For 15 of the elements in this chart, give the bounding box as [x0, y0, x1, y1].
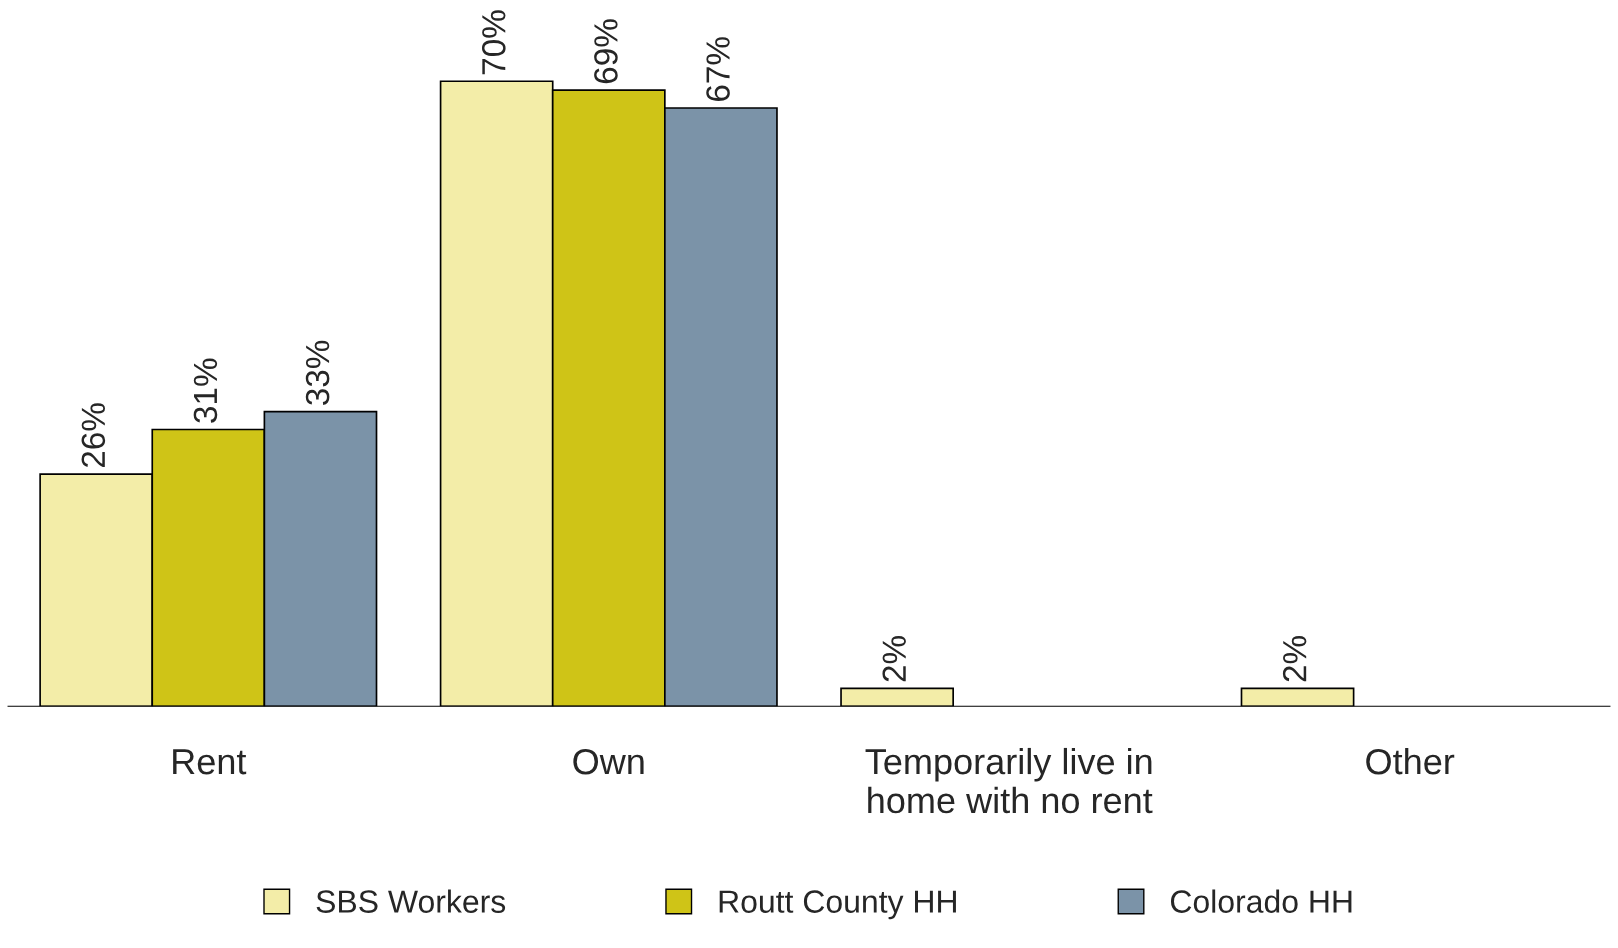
x-tick-label: Temporarily live in home with no rent: [865, 747, 1153, 814]
data-label: 33%: [305, 340, 330, 405]
data-label: 2%: [882, 636, 906, 682]
legend-label: Colorado HH: [1170, 889, 1352, 913]
data-label: 31%: [193, 358, 218, 423]
data-label: 26%: [81, 403, 106, 468]
data-label: 67%: [706, 37, 730, 101]
legend-label: Routt County HH: [719, 890, 956, 920]
x-tick-label: Own: [573, 748, 644, 775]
data-label: 2%: [1282, 636, 1307, 682]
x-tick-label: Rent: [173, 749, 247, 775]
legend-label: SBS Workers: [316, 889, 506, 913]
data-label: 70%: [481, 10, 506, 75]
data-label: 69%: [594, 19, 618, 84]
x-tick-label: Other: [1366, 747, 1455, 775]
